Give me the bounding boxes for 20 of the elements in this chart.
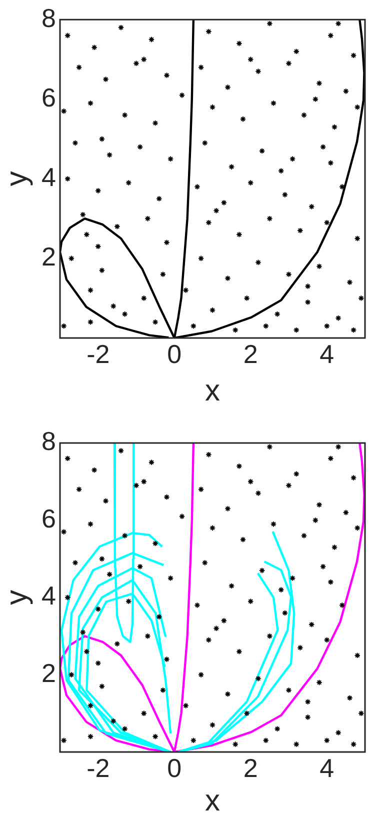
- x-tick-label: 0: [167, 338, 182, 369]
- x-tick-label: 4: [320, 338, 334, 369]
- x-tick-label: 0: [167, 752, 182, 783]
- y-axis-title: y: [0, 171, 34, 186]
- x-tick-label: -2: [86, 752, 110, 783]
- y-tick-label: 2: [42, 242, 56, 272]
- y-tick-label: 8: [42, 2, 56, 33]
- x-axis-title: x: [205, 784, 220, 818]
- x-tick-label: 4: [320, 752, 334, 783]
- y-tick-label: 2: [42, 658, 56, 688]
- y-axis-title: y: [0, 590, 34, 605]
- y-tick-label: 6: [42, 82, 56, 112]
- y-tick-label: 6: [42, 503, 56, 534]
- x-axis-title: x: [205, 374, 220, 408]
- x-tick-label: 2: [243, 752, 258, 783]
- y-tick-label: 4: [42, 162, 56, 192]
- x-tick-label: -2: [86, 338, 110, 369]
- y-tick-label: 8: [42, 426, 56, 456]
- x-tick-label: 2: [243, 338, 258, 369]
- y-tick-label: 4: [42, 580, 56, 611]
